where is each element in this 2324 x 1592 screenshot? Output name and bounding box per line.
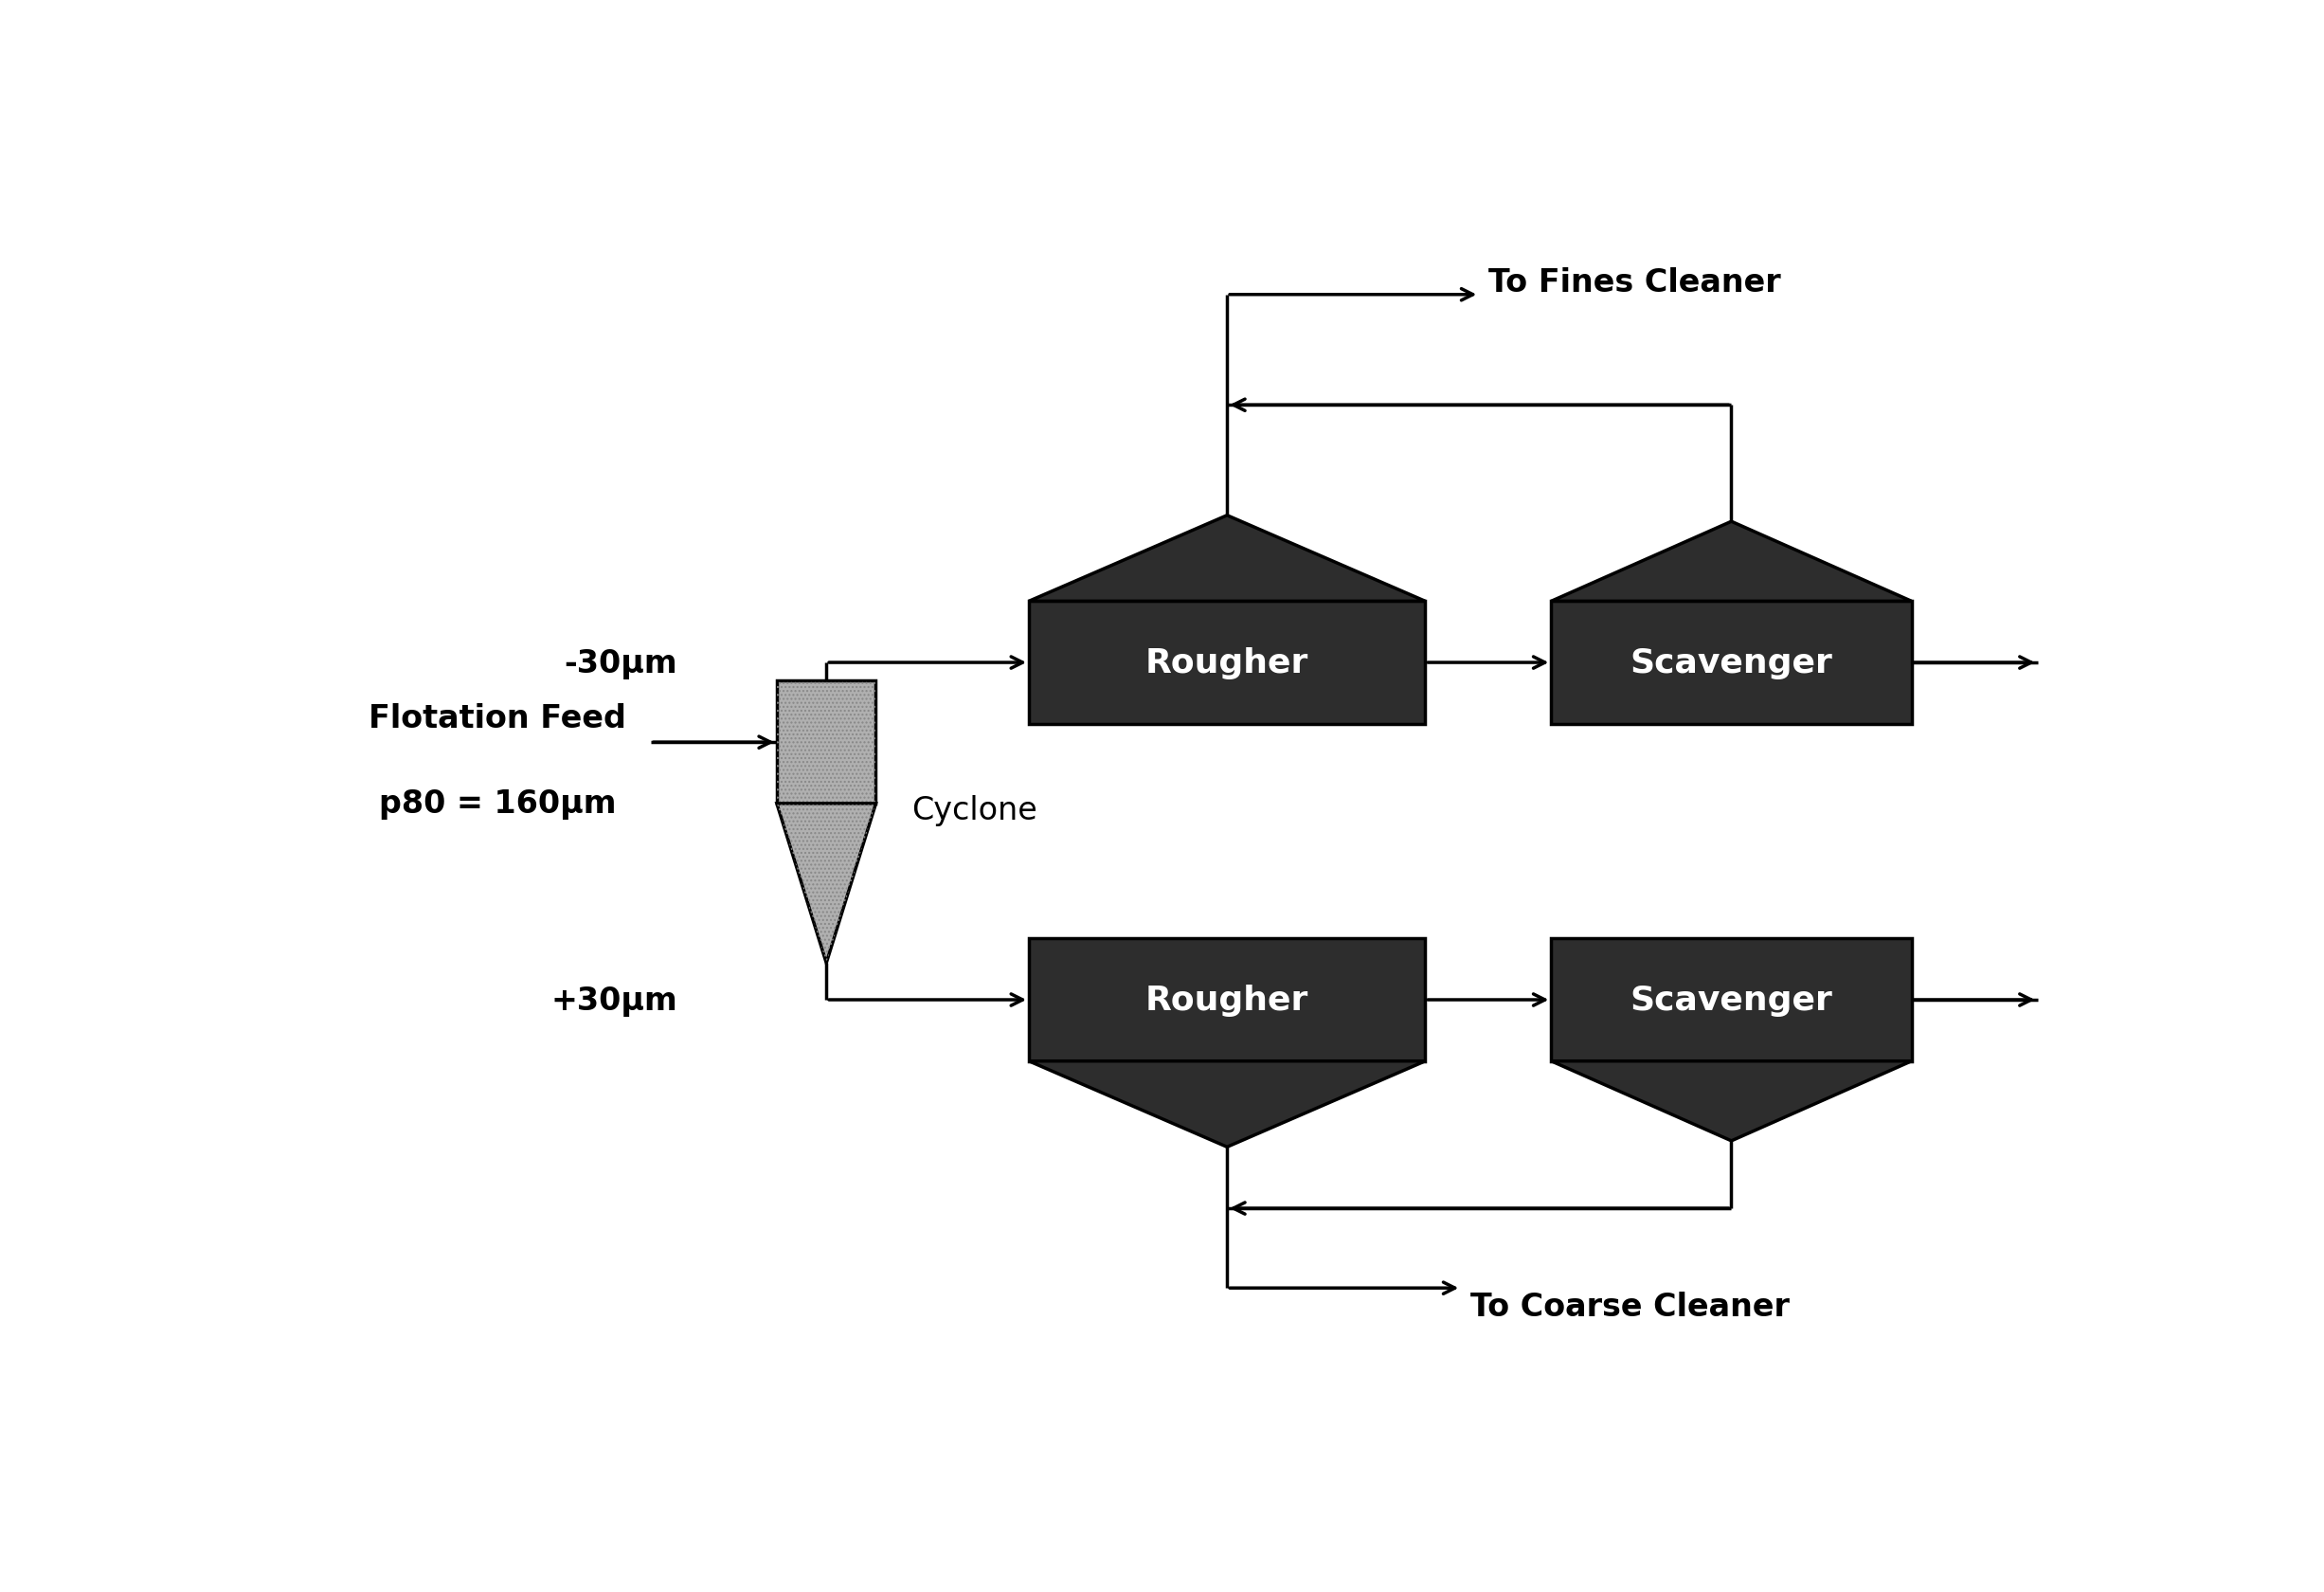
Text: Scavenger: Scavenger	[1629, 984, 1834, 1016]
Polygon shape	[1552, 1062, 1913, 1141]
Text: Rougher: Rougher	[1146, 646, 1308, 680]
Bar	[776, 681, 876, 804]
Text: +30μm: +30μm	[551, 984, 679, 1016]
Text: Flotation Feed: Flotation Feed	[370, 702, 627, 734]
Text: Scavenger: Scavenger	[1629, 646, 1834, 680]
Bar	[1552, 602, 1913, 724]
Text: To Coarse Cleaner: To Coarse Cleaner	[1471, 1291, 1789, 1323]
Text: -30μm: -30μm	[565, 648, 679, 678]
Polygon shape	[776, 804, 876, 963]
Text: Cyclone: Cyclone	[911, 794, 1037, 826]
Polygon shape	[1030, 1062, 1425, 1148]
Polygon shape	[1030, 516, 1425, 602]
Text: Rougher: Rougher	[1146, 984, 1308, 1016]
Bar	[776, 681, 876, 804]
Bar	[1030, 939, 1425, 1062]
Bar	[1552, 939, 1913, 1062]
Text: To Fines Cleaner: To Fines Cleaner	[1487, 267, 1780, 299]
Polygon shape	[1552, 522, 1913, 602]
Bar	[1030, 602, 1425, 724]
Text: p80 = 160μm: p80 = 160μm	[379, 788, 616, 820]
